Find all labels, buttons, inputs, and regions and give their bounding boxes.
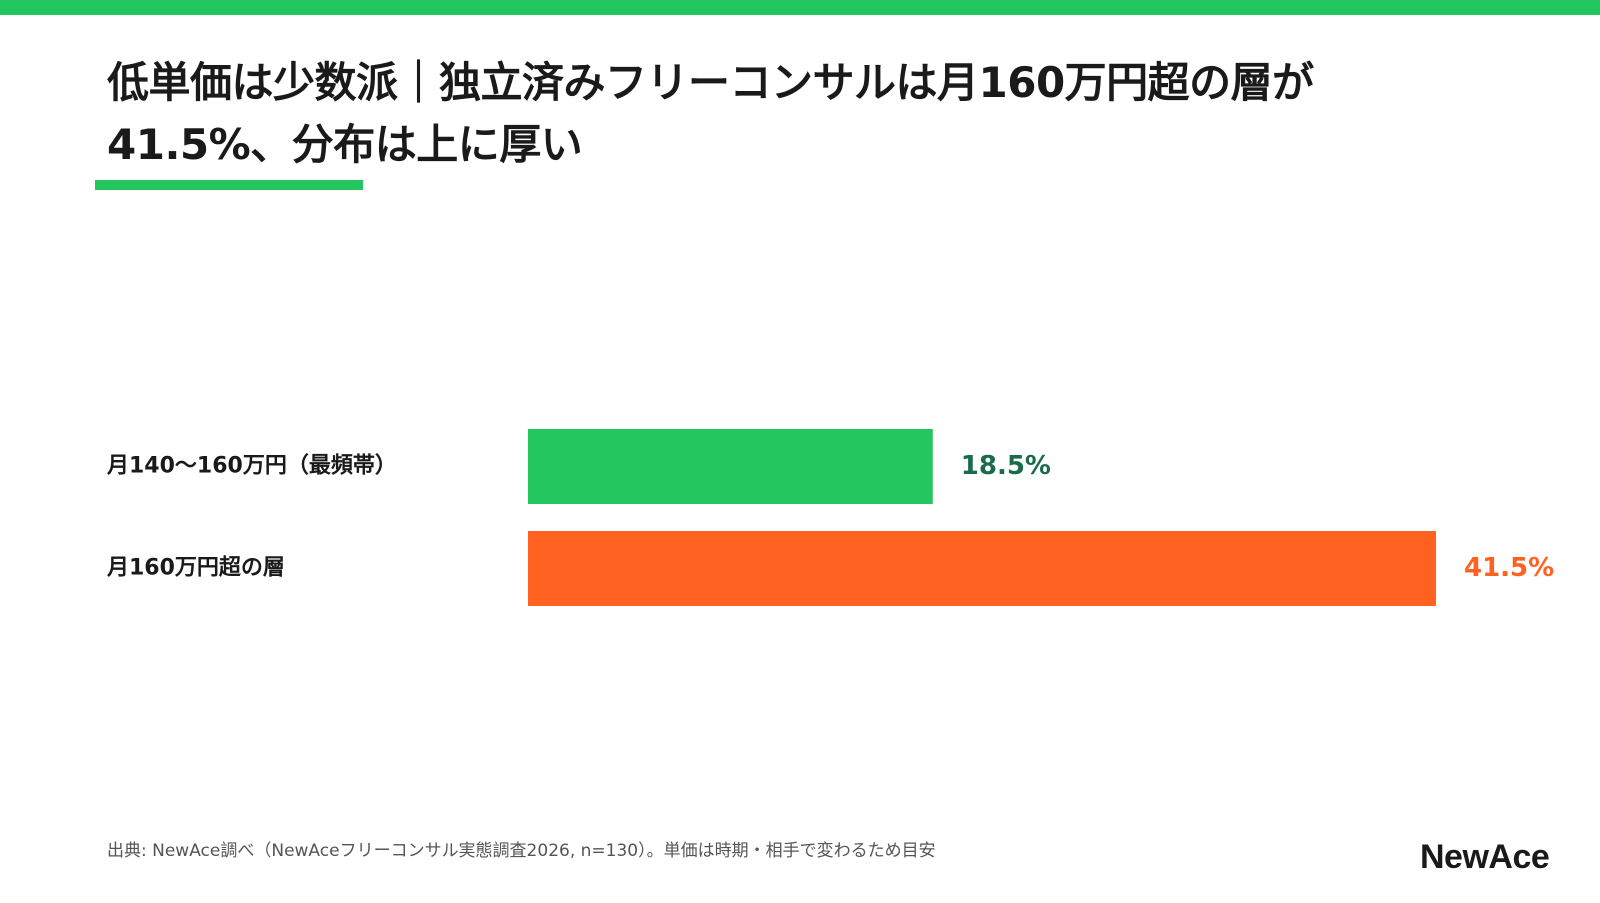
value-label: 18.5%: [961, 451, 1051, 481]
title-line-1: 低単価は少数派｜独立済みフリーコンサルは月160万円超の層が: [107, 58, 1314, 107]
top-accent-bar: [0, 0, 1600, 15]
value-label: 41.5%: [1464, 553, 1554, 583]
bar: [528, 429, 933, 504]
title-underline: [95, 180, 363, 190]
title-line-2: 41.5%、分布は上に厚い: [107, 120, 583, 169]
category-label: 月160万円超の層: [106, 556, 285, 581]
source-note: 出典: NewAce調べ（NewAceフリーコンサル実態調査2026, n=13…: [107, 841, 936, 861]
bar: [528, 531, 1436, 606]
category-label: 月140〜160万円（最頻帯）: [106, 453, 397, 479]
newace-logo: NewAce: [1420, 838, 1550, 877]
bars-layer: 月140〜160万円（最頻帯） 18.5% 月160万円超の層 41.5%: [106, 429, 1554, 606]
page-title: 低単価は少数派｜独立済みフリーコンサルは月160万円超の層が 41.5%、分布は…: [107, 52, 1527, 176]
logo-text: NewAce: [1420, 838, 1550, 876]
